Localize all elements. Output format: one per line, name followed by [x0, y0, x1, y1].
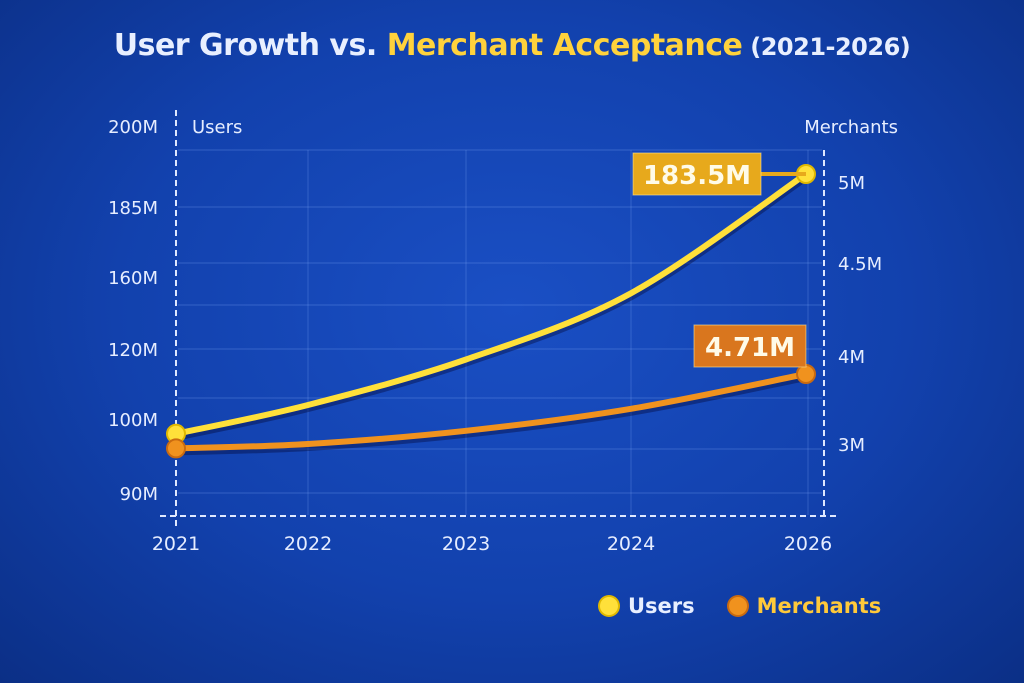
end-label-box [693, 324, 807, 368]
data-point [166, 438, 186, 459]
left-tick-label: 160M [108, 268, 158, 289]
right-tick-label: 5M [838, 173, 865, 194]
right-tick-label: 4.5M [838, 254, 882, 275]
legend-item-merchants: Merchants [728, 594, 882, 618]
end-value-label-merchants: 4.71M [705, 333, 795, 363]
legend: Users Merchants [600, 594, 881, 618]
users-dot-icon [600, 597, 618, 615]
x-tick-label: 2024 [607, 533, 655, 555]
title-part-1: User Growth vs. [113, 28, 387, 63]
data-point [796, 364, 816, 384]
end-label-box [632, 152, 762, 196]
series-line-merchants [173, 371, 809, 452]
legend-item-users: Users [600, 594, 695, 618]
legend-label-users: Users [628, 594, 695, 618]
title-part-2: Merchant Acceptance [386, 28, 743, 63]
end-value-label-users: 183.5M [643, 161, 751, 191]
legend-label-merchants: Merchants [756, 594, 882, 618]
right-axis-title: Merchants [804, 117, 898, 138]
x-tick-label: 2022 [284, 533, 332, 555]
series-line-users [173, 171, 809, 437]
x-tick-label: 2023 [442, 533, 490, 555]
left-axis-title: Users [192, 117, 242, 138]
left-tick-label: 100M [108, 410, 158, 431]
left-tick-label: 185M [108, 198, 158, 219]
title-part-3: (2021-2026) [742, 33, 911, 61]
chart-title: User Growth vs. Merchant Acceptance (202… [0, 28, 1024, 63]
x-tick-label: 2026 [784, 533, 832, 555]
right-tick-label: 3M [838, 435, 865, 456]
x-tick-label: 2021 [152, 533, 200, 555]
right-tick-label: 4M [838, 347, 865, 368]
left-tick-label: 120M [108, 340, 158, 361]
left-tick-label: 200M [108, 117, 158, 138]
merchants-dot-icon [728, 597, 747, 615]
left-tick-label: 90M [120, 484, 158, 505]
